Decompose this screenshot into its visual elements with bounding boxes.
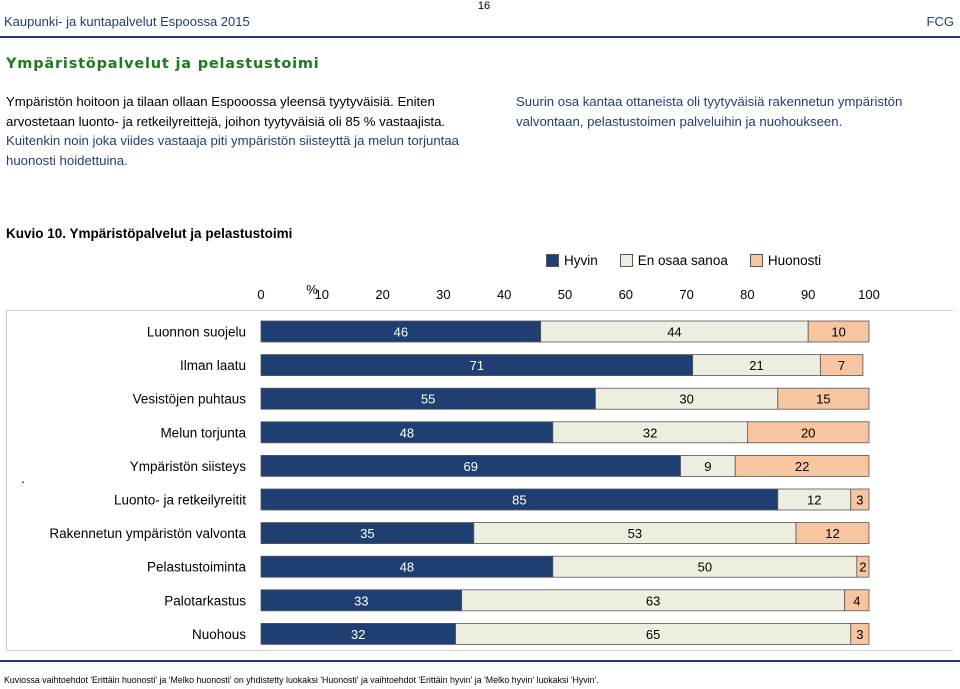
data-label: 33 <box>354 593 368 608</box>
data-label: 32 <box>351 627 365 642</box>
bar-segment-huonosti <box>850 488 870 511</box>
legend-label-huonosti: Huonosti <box>767 252 822 268</box>
legend-swatch-hyvin <box>546 253 559 267</box>
chart-frame-left <box>6 310 7 650</box>
bar-segment-huonosti <box>777 387 870 410</box>
data-label: 4 <box>853 593 860 608</box>
category-label: Vesistöjen puhtaus <box>133 392 247 407</box>
bar-segment-huonosti <box>856 555 870 578</box>
x-tick-label: 60 <box>619 287 633 302</box>
data-label: 20 <box>801 425 815 440</box>
x-tick-label: 40 <box>497 287 511 302</box>
data-label: 55 <box>421 392 435 407</box>
legend-item-huonosti: Huonosti <box>749 252 822 268</box>
stacked-bar-chart: 0 10 20 30 40 50 60 70 80 90 100%Luonnon suojelu 46… <box>49 282 880 645</box>
x-tick-label: 70 <box>679 287 693 302</box>
bar-segment-huonosti <box>819 354 864 376</box>
legend-item-hyvin: Hyvin <box>546 253 598 268</box>
category-label: Ympäristön siisteys <box>130 459 247 474</box>
bar-segment-huonosti <box>795 522 870 545</box>
category-label: Luonto- ja retkeilyreitit <box>114 493 246 508</box>
footer-divider <box>0 660 960 662</box>
category-label: Melun torjunta <box>160 425 246 440</box>
legend-label-en-osaa: En osaa sanoa <box>637 252 728 268</box>
x-tick-label: 50 <box>558 287 572 302</box>
data-label: 3 <box>856 627 863 642</box>
chart-frame-top <box>6 310 953 311</box>
footnote: Kuviossa vaihtoehdot 'Erittäin huonosti'… <box>4 675 599 686</box>
bar-segment-huonosti <box>844 589 870 612</box>
chart-legend: Hyvin En osaa sanoa Huonosti <box>546 250 843 270</box>
data-label: 12 <box>825 526 839 541</box>
paragraph-left-b: Kuitenkin noin joka viides vastaaja piti… <box>6 133 460 168</box>
chart-frame-bottom <box>6 650 953 651</box>
data-label: 85 <box>512 493 526 508</box>
data-label: 30 <box>679 392 693 407</box>
data-label: 44 <box>667 325 681 340</box>
data-label: 3 <box>856 493 863 508</box>
figure-title: Kuvio 10. Ympäristöpalvelut ja pelastust… <box>6 226 293 241</box>
data-label: 12 <box>807 493 821 508</box>
data-label: 32 <box>643 425 657 440</box>
legend-swatch-huonosti <box>749 253 763 267</box>
category-label: Palotarkastus <box>164 593 246 608</box>
data-label: 50 <box>698 560 712 575</box>
data-label: 35 <box>360 526 374 541</box>
legend-item-en-osaa: En osaa sanoa <box>619 252 728 268</box>
category-label: Luonnon suojelu <box>147 325 246 340</box>
legend-swatch-en-osaa <box>619 253 633 267</box>
data-label: 2 <box>859 560 866 575</box>
x-tick-label: 0 <box>257 287 264 302</box>
x-tick-label: 80 <box>740 287 754 302</box>
data-label: 46 <box>394 325 408 340</box>
data-label: 69 <box>464 459 478 474</box>
category-label: Nuohous <box>192 627 246 642</box>
category-label: Ilman laatu <box>180 358 246 373</box>
data-label: 48 <box>400 425 414 440</box>
legend-label-hyvin: Hyvin <box>564 252 598 268</box>
paragraph-left-a: Ympäristön hoitoon ja tilaan ollaan Espo… <box>6 94 446 129</box>
data-label: 22 <box>795 459 809 474</box>
data-label: 65 <box>646 627 660 642</box>
section-title: Ympäristöpalvelut ja pelastustoimi <box>6 56 320 72</box>
x-tick-label: 100 <box>858 287 880 302</box>
x-tick-label: 30 <box>436 287 450 302</box>
data-label: 63 <box>646 593 660 608</box>
data-label: 15 <box>816 392 830 407</box>
data-label: 7 <box>838 358 845 373</box>
company-label: FCG <box>926 14 954 29</box>
stray-mark: . <box>21 470 25 486</box>
x-tick-label: 90 <box>801 287 815 302</box>
header-divider <box>0 36 960 38</box>
bar-segment-huonosti <box>850 622 870 645</box>
data-label: 21 <box>749 358 763 373</box>
x-unit-label: % <box>306 282 318 297</box>
bar-segment-huonosti <box>734 454 870 477</box>
data-label: 71 <box>470 358 484 373</box>
paragraph-right: Suurin osa kantaa ottaneista oli tyytyvä… <box>516 94 903 129</box>
page-number: 16 <box>477 0 491 12</box>
x-tick-label: 10 <box>315 287 329 302</box>
data-label: 48 <box>400 560 414 575</box>
data-label: 9 <box>704 459 711 474</box>
report-title: Kaupunki- ja kuntapalvelut Espoossa 2015 <box>4 14 250 29</box>
bar-segment-huonosti <box>807 320 870 343</box>
bar-segment-huonosti <box>747 421 870 444</box>
category-label: Rakennetun ympäristön valvonta <box>49 526 246 541</box>
paragraph-left: Ympäristön hoitoon ja tilaan ollaan Espo… <box>6 92 476 170</box>
x-tick-label: 20 <box>375 287 389 302</box>
data-label: 53 <box>628 526 642 541</box>
data-label: 10 <box>831 325 845 340</box>
category-label: Pelastustoiminta <box>147 560 247 575</box>
